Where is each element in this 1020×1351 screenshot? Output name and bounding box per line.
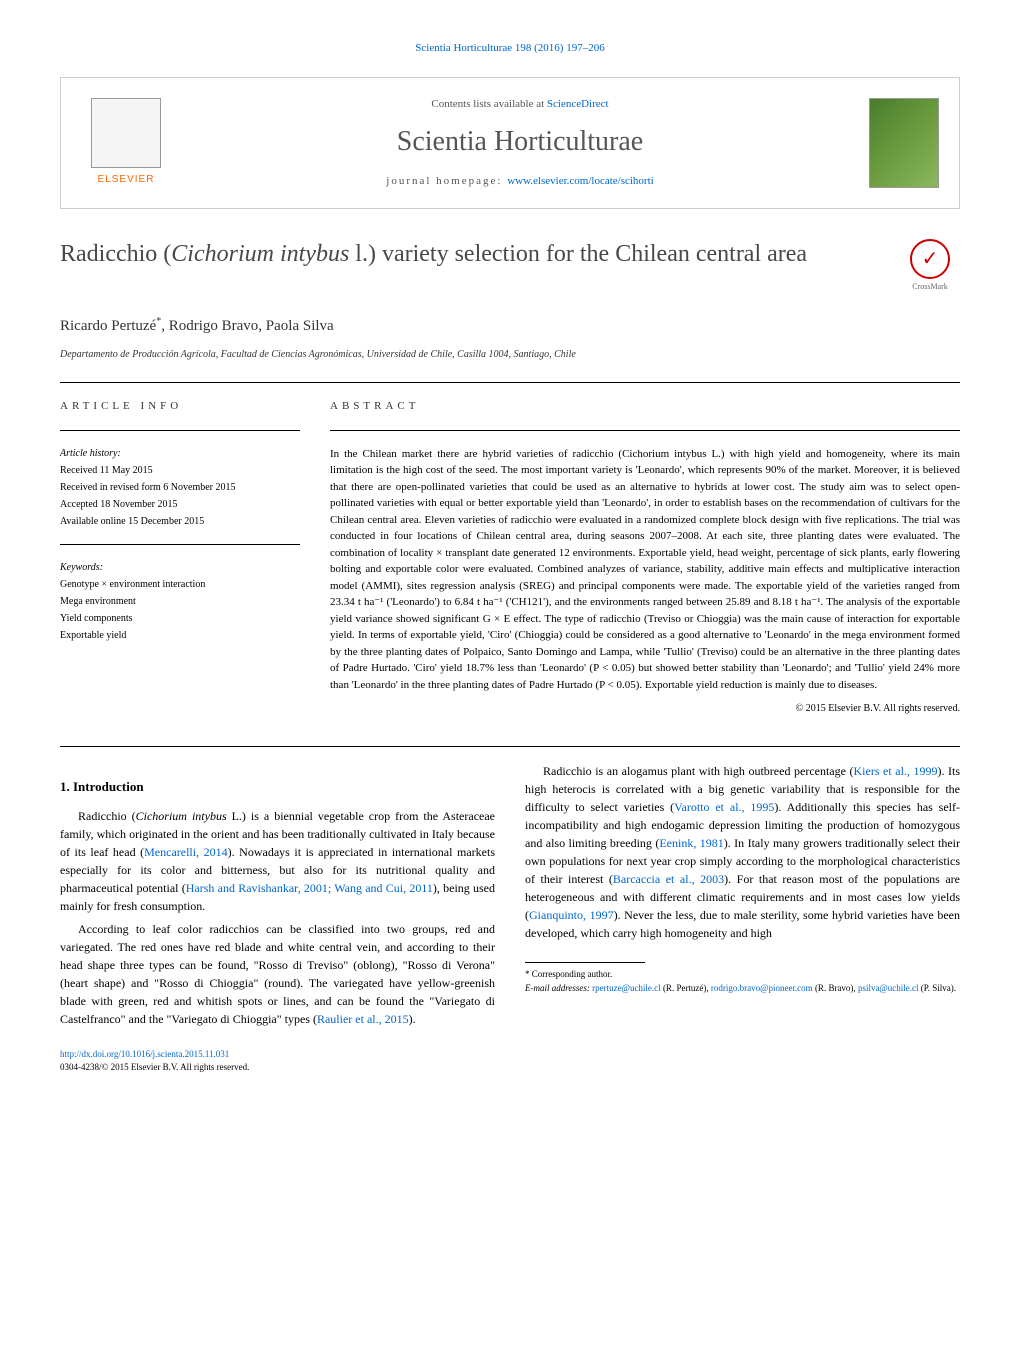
email-footnote: E-mail addresses: rpertuze@uchile.cl (R.…	[525, 982, 960, 996]
cite-harsh-wang[interactable]: Harsh and Ravishankar, 2001; Wang and Cu…	[186, 881, 433, 895]
elsevier-logo: ELSEVIER	[81, 93, 171, 193]
journal-citation-header: Scientia Horticulturae 198 (2016) 197–20…	[60, 40, 960, 57]
keywords-label: Keywords:	[60, 560, 300, 575]
cite-kiers[interactable]: Kiers et al., 1999	[854, 764, 938, 778]
crossmark-label: CrossMark	[912, 281, 948, 293]
p2a: According to leaf color radicchios can b…	[60, 922, 495, 1026]
p3a: Radicchio is an alogamus plant with high…	[543, 764, 854, 778]
intro-para-3: Radicchio is an alogamus plant with high…	[525, 762, 960, 942]
history-accepted: Accepted 18 November 2015	[60, 497, 300, 512]
title-suffix: l.) variety selection for the Chilean ce…	[349, 241, 807, 267]
divider-top	[60, 382, 960, 383]
homepage-line: journal homepage: www.elsevier.com/locat…	[171, 173, 869, 190]
abstract-divider	[330, 430, 960, 431]
footnote-divider	[525, 962, 645, 963]
authors-rest: , Rodrigo Bravo, Paola Silva	[161, 318, 334, 334]
info-divider-2	[60, 544, 300, 545]
cite-varotto[interactable]: Varotto et al., 1995	[674, 800, 774, 814]
article-history-block: Article history: Received 11 May 2015 Re…	[60, 446, 300, 529]
author-1: Ricardo Pertuzé	[60, 318, 156, 334]
history-revised: Received in revised form 6 November 2015	[60, 480, 300, 495]
abstract-text: In the Chilean market there are hybrid v…	[330, 446, 960, 694]
elsevier-tree-icon	[91, 98, 161, 168]
history-online: Available online 15 December 2015	[60, 514, 300, 529]
keyword-1: Genotype × environment interaction	[60, 577, 300, 592]
article-info-column: ARTICLE INFO Article history: Received 1…	[60, 398, 300, 716]
homepage-prefix: journal homepage:	[386, 175, 507, 187]
article-title: Radicchio (Cichorium intybus l.) variety…	[60, 239, 880, 270]
keyword-4: Exportable yield	[60, 628, 300, 643]
intro-para-2: According to leaf color radicchios can b…	[60, 920, 495, 1028]
info-divider-1	[60, 430, 300, 431]
homepage-link[interactable]: www.elsevier.com/locate/scihorti	[507, 175, 654, 187]
cite-gianquinto[interactable]: Gianquinto, 1997	[529, 908, 614, 922]
p1-species: Cichorium intybus	[136, 809, 227, 823]
abstract-column: ABSTRACT In the Chilean market there are…	[330, 398, 960, 716]
journal-cover-thumbnail	[869, 98, 939, 188]
contents-prefix: Contents lists available at	[431, 98, 546, 110]
crossmark-badge[interactable]: ✓ CrossMark	[900, 239, 960, 299]
cite-raulier[interactable]: Raulier et al., 2015	[317, 1012, 409, 1026]
p1a: Radicchio (	[78, 809, 136, 823]
keyword-3: Yield components	[60, 611, 300, 626]
contents-available-line: Contents lists available at ScienceDirec…	[171, 96, 869, 113]
elsevier-text: ELSEVIER	[98, 172, 155, 187]
abstract-copyright: © 2015 Elsevier B.V. All rights reserved…	[330, 701, 960, 716]
intro-para-1: Radicchio (Cichorium intybus L.) is a bi…	[60, 807, 495, 915]
email-label: E-mail addresses:	[525, 983, 592, 993]
crossmark-icon: ✓	[910, 239, 950, 279]
abstract-heading: ABSTRACT	[330, 398, 960, 415]
divider-bottom	[60, 746, 960, 747]
email1-who: (R. Pertuzé),	[661, 983, 711, 993]
article-info-heading: ARTICLE INFO	[60, 398, 300, 415]
title-row: Radicchio (Cichorium intybus l.) variety…	[60, 239, 960, 299]
journal-banner: ELSEVIER Contents lists available at Sci…	[60, 77, 960, 209]
cite-mencarelli[interactable]: Mencarelli, 2014	[144, 845, 228, 859]
email-pertuze[interactable]: rpertuze@uchile.cl	[592, 983, 661, 993]
keyword-2: Mega environment	[60, 594, 300, 609]
history-received: Received 11 May 2015	[60, 463, 300, 478]
info-abstract-row: ARTICLE INFO Article history: Received 1…	[60, 398, 960, 716]
cite-eenink[interactable]: Eenink, 1981	[659, 836, 723, 850]
intro-heading: 1. Introduction	[60, 777, 495, 797]
keywords-block: Keywords: Genotype × environment interac…	[60, 560, 300, 643]
email-bravo[interactable]: rodrigo.bravo@pioneer.com	[711, 983, 813, 993]
history-label: Article history:	[60, 446, 300, 461]
title-prefix: Radicchio (	[60, 241, 171, 267]
email3-who: (P. Silva).	[918, 983, 956, 993]
p2b: ).	[409, 1012, 416, 1026]
banner-center: Contents lists available at ScienceDirec…	[171, 96, 869, 189]
sciencedirect-link[interactable]: ScienceDirect	[547, 98, 609, 110]
doi-link[interactable]: http://dx.doi.org/10.1016/j.scienta.2015…	[60, 1049, 229, 1059]
doi-block: http://dx.doi.org/10.1016/j.scienta.2015…	[60, 1048, 960, 1075]
corresponding-footnote: * Corresponding author.	[525, 968, 960, 982]
body-two-column: 1. Introduction Radicchio (Cichorium int…	[60, 762, 960, 1028]
issn-copyright: 0304-4238/© 2015 Elsevier B.V. All right…	[60, 1062, 249, 1072]
email2-who: (R. Bravo),	[813, 983, 858, 993]
email-silva[interactable]: psilva@uchile.cl	[858, 983, 919, 993]
affiliation: Departamento de Producción Agrícola, Fac…	[60, 347, 960, 362]
authors-line: Ricardo Pertuzé*, Rodrigo Bravo, Paola S…	[60, 314, 960, 338]
cite-barcaccia[interactable]: Barcaccia et al., 2003	[613, 872, 724, 886]
journal-name: Scientia Horticulturae	[171, 121, 869, 163]
title-italic-species: Cichorium intybus	[171, 241, 349, 267]
